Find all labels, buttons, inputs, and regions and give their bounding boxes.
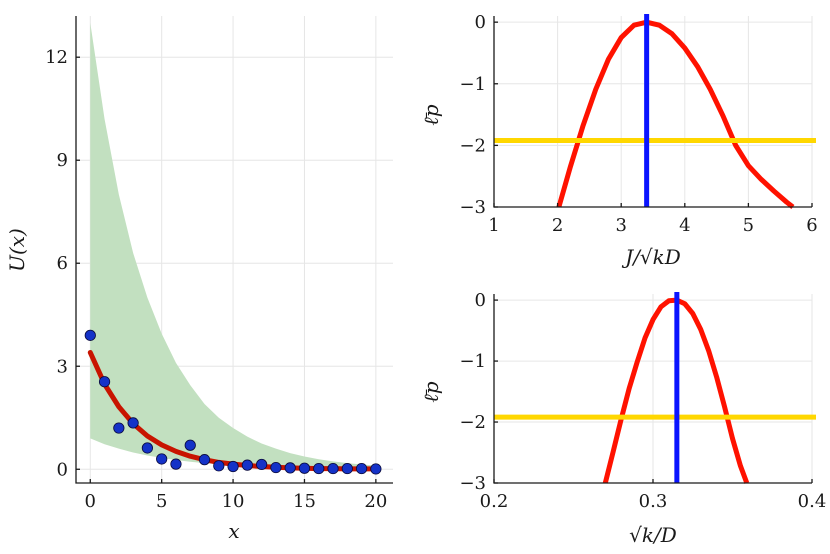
data-point-0 (84, 329, 96, 341)
x-tick-label-3: 4 (679, 215, 690, 236)
x-tick-label-3: 15 (293, 491, 316, 512)
data-point-1 (98, 376, 111, 388)
profile-j-panel: 1 2 3 4 5 6 0 −1 −2 −3 J/√kD ℓ̄p (419, 12, 818, 269)
y-tick-label-1: −1 (459, 74, 486, 95)
data-point-3 (127, 417, 139, 429)
data-point-6 (170, 458, 182, 470)
data-point-9 (213, 460, 225, 472)
data-point-10 (227, 460, 239, 473)
x-tick-label-0: 1 (488, 215, 499, 236)
x-tick-label-1: 2 (552, 215, 563, 236)
y-tick-label-3: −3 (459, 197, 486, 218)
decay-plot-axes (75, 16, 393, 484)
data-point-13 (270, 461, 282, 474)
profile-j-ylabel: ℓ̄p (419, 104, 443, 125)
x-tick-label-4: 5 (743, 215, 754, 236)
profile-j-axes (493, 16, 812, 208)
y-tick-label-2: 6 (57, 253, 68, 274)
data-point-15 (298, 462, 311, 474)
profile-j-xlabel: J/√kD (621, 245, 681, 269)
data-point-14 (284, 462, 296, 474)
profile-j-curve (556, 19, 795, 209)
x-tick-label-2: 10 (222, 491, 245, 512)
x-tick-label-1: 5 (156, 491, 167, 512)
data-point-19 (355, 462, 368, 475)
profile-k-xlabel: √k/D (629, 523, 677, 547)
profile-k-panel: 0.2 0.3 0.4 0 −1 −2 −3 √k/D ℓ̄p (419, 290, 826, 547)
data-point-12 (256, 458, 268, 471)
profile-j-grid (493, 16, 813, 208)
x-tick-label-4: 20 (364, 491, 387, 512)
x-tick-label-1: 0.3 (639, 491, 668, 512)
data-point-16 (313, 462, 325, 475)
profile-j-ticks: 1 2 3 4 5 6 0 −1 −2 −3 (459, 12, 817, 236)
data-points (84, 329, 382, 475)
data-point-5 (156, 453, 168, 465)
decay-plot-ticks: 0 5 10 15 20 0 3 6 9 12 (45, 47, 387, 512)
y-tick-label-0: 0 (57, 459, 68, 480)
x-tick-label-2: 3 (615, 215, 626, 236)
profile-k-ticks: 0.2 0.3 0.4 0 −1 −2 −3 (459, 290, 826, 512)
y-tick-label-2: −2 (459, 135, 486, 156)
confidence-band (90, 22, 376, 469)
x-tick-label-2: 0.4 (798, 491, 827, 512)
data-point-20 (370, 463, 382, 475)
y-tick-label-3: −3 (459, 473, 486, 494)
y-tick-label-0: 0 (475, 12, 486, 33)
data-point-7 (184, 439, 196, 451)
y-tick-label-4: 12 (45, 47, 68, 68)
data-point-18 (341, 462, 353, 475)
data-point-11 (241, 459, 253, 471)
decay-plot-ylabel: U(x) (5, 228, 29, 272)
data-point-17 (327, 462, 339, 475)
data-point-8 (198, 454, 211, 466)
y-tick-label-1: 3 (57, 356, 68, 377)
decay-plot-panel: 0 5 10 15 20 0 3 6 9 12 x U(x) (5, 16, 393, 543)
decay-plot-xlabel: x (228, 519, 239, 543)
data-point-2 (113, 422, 125, 434)
x-tick-label-0: 0 (85, 491, 96, 512)
data-point-4 (141, 442, 153, 454)
y-tick-label-1: −1 (459, 351, 486, 372)
profile-k-ylabel: ℓ̄p (419, 381, 443, 402)
x-tick-label-5: 6 (806, 215, 817, 236)
y-tick-label-0: 0 (475, 290, 486, 311)
y-tick-label-3: 9 (57, 150, 68, 171)
x-tick-label-0: 0.2 (480, 491, 509, 512)
y-tick-label-2: −2 (459, 412, 486, 433)
